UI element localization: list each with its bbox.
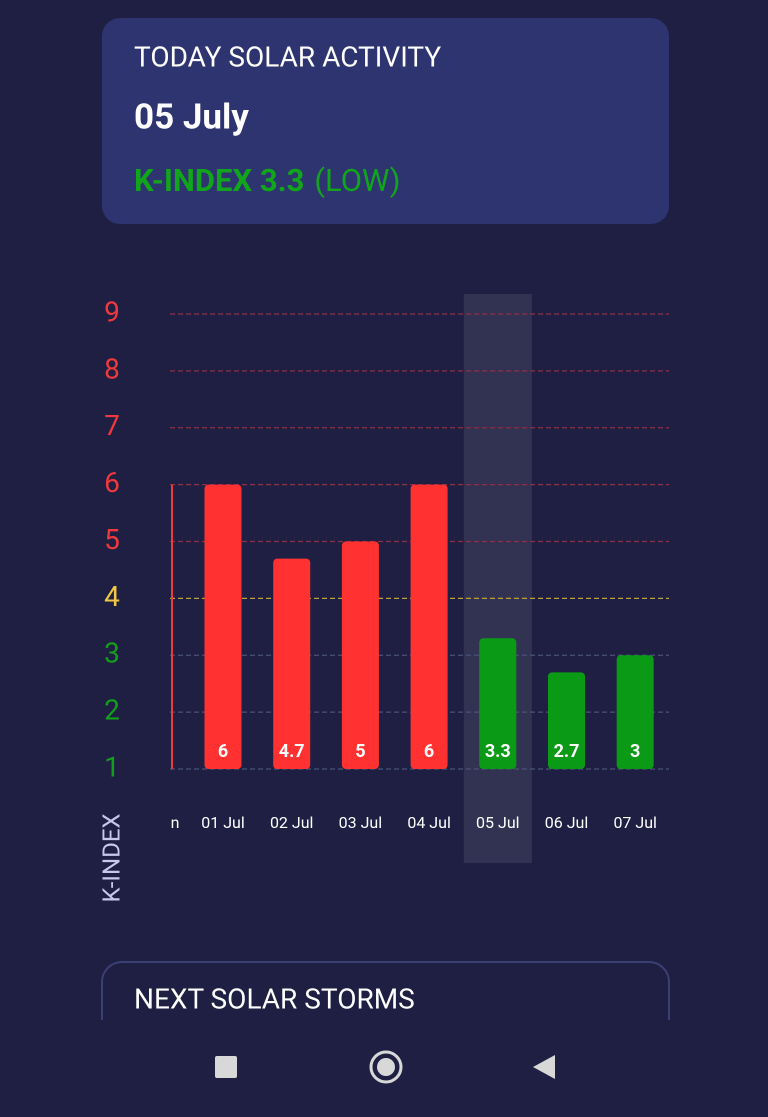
bar-value-label: 3 (630, 741, 640, 762)
card-index: K-INDEX 3.3 (LOW) (134, 162, 401, 199)
nav-back[interactable] (533, 1055, 555, 1079)
today-card (102, 18, 669, 224)
y-tick-label: 1 (104, 750, 120, 783)
highlight-band (463, 294, 532, 863)
index-level: (LOW) (314, 162, 400, 199)
bar (616, 655, 654, 769)
y-tick-label: 9 (104, 295, 120, 328)
chart: 1 2 3 4 5 6 7 8 9 n 01 Jul 6 02 Jul 4.7 03 Jul 5 04 Jul 6… (104, 294, 669, 863)
bar (341, 541, 379, 769)
x-tick-label: n (171, 813, 180, 832)
bar-value-label: 3.3 (485, 741, 511, 762)
y-tick-label: 4 (104, 580, 120, 613)
next-card[interactable] (101, 961, 670, 1020)
x-tick-label: 04 Jul (407, 813, 451, 832)
card-title: TODAY SOLAR ACTIVITY (134, 40, 441, 73)
y-tick-label: 7 (104, 409, 120, 442)
nav-home[interactable] (369, 1050, 403, 1084)
y-tick-label: 5 (104, 523, 120, 556)
bar-value-label: 5 (355, 741, 365, 762)
nav-home-dot (377, 1058, 395, 1076)
nav-recent[interactable] (215, 1056, 237, 1078)
x-tick-label: 03 Jul (339, 813, 383, 832)
bar-value-label: 6 (424, 741, 434, 762)
bar (410, 484, 448, 769)
y-tick-label: 8 (104, 352, 120, 385)
x-tick-label: 06 Jul (545, 813, 589, 832)
y-tick-label: 6 (104, 466, 120, 499)
x-tick-label: 07 Jul (613, 813, 657, 832)
x-tick-label: 05 Jul (476, 813, 520, 832)
next-card-title: NEXT SOLAR STORMS (134, 982, 415, 1015)
bar-value-label: 4.7 (279, 741, 305, 762)
bar (204, 484, 242, 769)
index-text: K-INDEX 3.3 (134, 162, 304, 199)
x-tick-label: 01 Jul (201, 813, 245, 832)
y-tick-label: 3 (104, 637, 120, 670)
bar-value-label: 2.7 (554, 741, 580, 762)
card-date: 05 July (134, 96, 249, 137)
x-tick-label: 02 Jul (270, 813, 314, 832)
bar (548, 672, 585, 769)
bar-value-label: 6 (218, 741, 228, 762)
bar (479, 638, 517, 769)
y-tick-label: 2 (104, 694, 120, 727)
y-axis-label: K-INDEX (97, 813, 125, 902)
bar (273, 558, 311, 769)
